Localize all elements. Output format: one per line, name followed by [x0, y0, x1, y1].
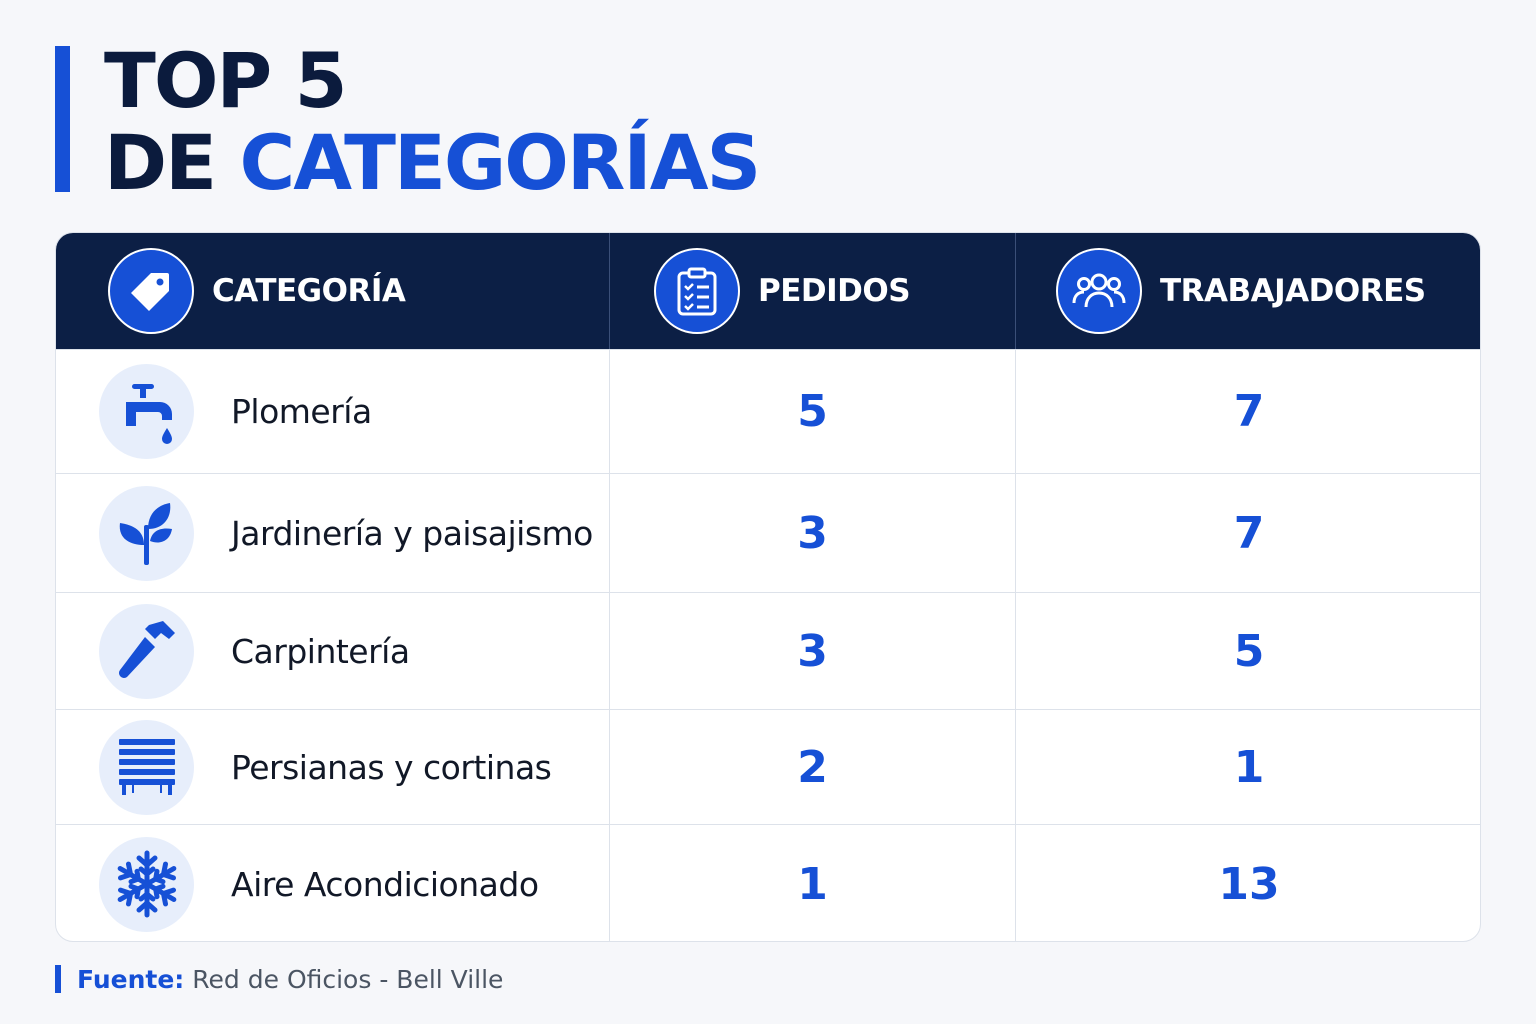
- header-categoria-label: CATEGORÍA: [212, 273, 406, 309]
- pedidos-cell: 2: [609, 710, 1015, 824]
- trabajadores-cell: 7: [1015, 474, 1480, 592]
- trabajadores-value: 1: [1233, 741, 1265, 793]
- categoria-cell: Persianas y cortinas: [56, 710, 609, 824]
- page-title: TOP 5 DE CATEGORÍAS: [104, 36, 761, 204]
- clipboard-checklist-icon: [654, 248, 740, 334]
- title-line-2-accent: CATEGORÍAS: [239, 118, 761, 207]
- header-categoria: CATEGORÍA: [56, 233, 609, 349]
- pedidos-value: 3: [797, 625, 828, 677]
- categoria-cell: Jardinería y paisajismo: [56, 474, 609, 592]
- pedidos-cell: 3: [609, 593, 1015, 709]
- categoria-cell: Aire Acondicionado: [56, 825, 609, 941]
- pedidos-value: 3: [797, 507, 828, 559]
- categoria-label: Persianas y cortinas: [231, 747, 552, 787]
- categoria-label: Jardinería y paisajismo: [231, 513, 593, 553]
- title-line-2: DE CATEGORÍAS: [104, 122, 761, 204]
- faucet-icon: [99, 364, 194, 459]
- header-trabajadores: TRABAJADORES: [1015, 233, 1480, 349]
- trabajadores-value: 7: [1233, 386, 1265, 437]
- categories-table: CATEGORÍA PEDIDOS: [55, 232, 1481, 942]
- categoria-cell: Plomería: [56, 350, 609, 473]
- pedidos-cell: 1: [609, 825, 1015, 941]
- trabajadores-cell: 5: [1015, 593, 1480, 709]
- title-line-2-prefix: DE: [104, 118, 240, 207]
- snowflake-icon: [99, 836, 194, 932]
- pedidos-value: 5: [797, 386, 828, 437]
- categoria-label: Aire Acondicionado: [231, 864, 539, 904]
- source-accent-bar: [55, 965, 61, 993]
- source-text: Red de Oficios - Bell Ville: [192, 964, 504, 994]
- pedidos-cell: 3: [609, 474, 1015, 592]
- trabajadores-cell: 7: [1015, 350, 1480, 473]
- categoria-cell: Carpintería: [56, 593, 609, 709]
- plant-icon: [99, 485, 194, 581]
- header-pedidos-label: PEDIDOS: [758, 273, 911, 309]
- table-row: Persianas y cortinas 2 1: [56, 709, 1480, 824]
- trabajadores-cell: 1: [1015, 710, 1480, 824]
- table-row: Plomería 5 7: [56, 349, 1480, 473]
- table-row: Carpintería 3 5: [56, 592, 1480, 709]
- table-row: Aire Acondicionado 1 13: [56, 824, 1480, 941]
- tag-icon: [108, 248, 194, 334]
- trabajadores-value: 7: [1233, 507, 1265, 559]
- source-note: Fuente: Red de Oficios - Bell Ville: [55, 964, 503, 994]
- trabajadores-value: 13: [1218, 858, 1280, 910]
- trabajadores-value: 5: [1233, 625, 1265, 677]
- header-trabajadores-label: TRABAJADORES: [1160, 273, 1426, 309]
- table-row: Jardinería y paisajismo 3 7: [56, 473, 1480, 592]
- categoria-label: Carpintería: [231, 631, 410, 671]
- header-pedidos: PEDIDOS: [609, 233, 1015, 349]
- trabajadores-cell: 13: [1015, 825, 1480, 941]
- title-line-1: TOP 5: [104, 36, 348, 125]
- source-label: Fuente:: [77, 964, 185, 994]
- pedidos-value: 1: [797, 858, 828, 910]
- hammer-icon: [99, 603, 194, 699]
- categoria-label: Plomería: [231, 392, 372, 431]
- people-group-icon: [1056, 248, 1142, 334]
- pedidos-cell: 5: [609, 350, 1015, 473]
- title-accent-bar: [55, 46, 70, 192]
- blinds-icon: [99, 719, 194, 815]
- pedidos-value: 2: [797, 741, 828, 793]
- table-header: CATEGORÍA PEDIDOS: [56, 233, 1480, 349]
